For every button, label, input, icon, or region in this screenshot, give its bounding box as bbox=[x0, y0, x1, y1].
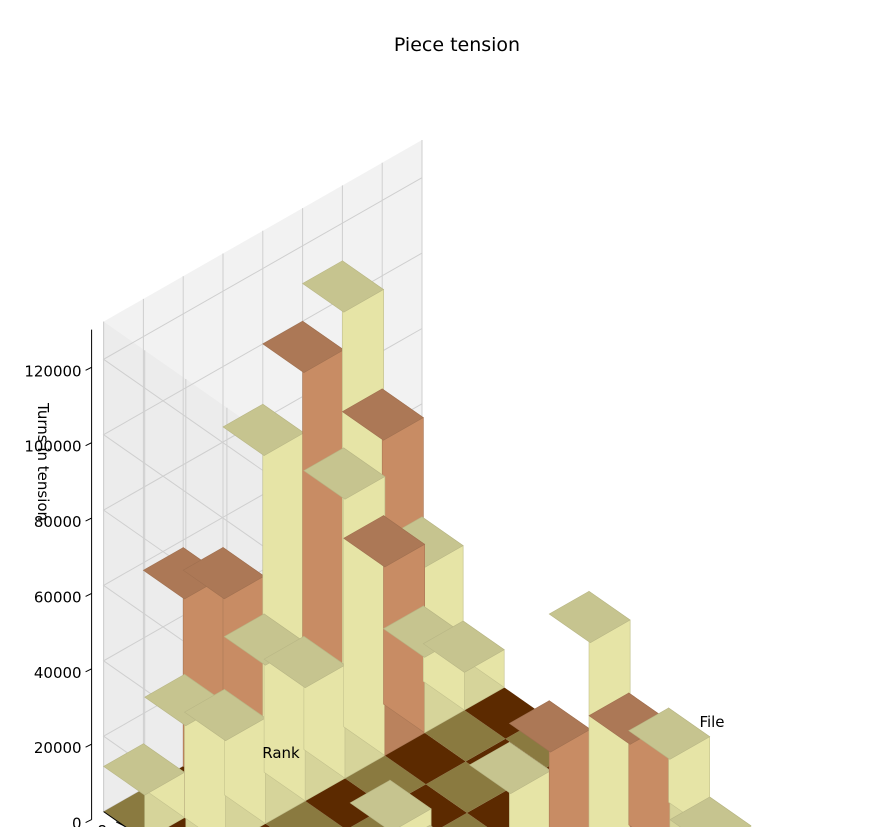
bars-group bbox=[103, 260, 752, 827]
z-axis-label: Turns in tension bbox=[34, 402, 52, 521]
z-tick-6 bbox=[85, 366, 92, 371]
bar-top-face bbox=[222, 403, 305, 456]
z-tick-3 bbox=[85, 592, 92, 597]
z-tick-0 bbox=[85, 819, 92, 824]
bar-top-face bbox=[183, 689, 266, 742]
bar-top-face bbox=[263, 636, 346, 689]
bar-E8 bbox=[262, 320, 345, 751]
bar-A8 bbox=[103, 743, 186, 827]
bar-H1 bbox=[669, 796, 752, 827]
z-tick-label-2: 40000 bbox=[34, 664, 82, 682]
rank-tick-label-8: 8 bbox=[97, 822, 107, 827]
axes-group: ABCDEFGH12345678020000400006000080000100… bbox=[24, 329, 127, 827]
z-tick-label-1: 20000 bbox=[34, 739, 82, 757]
board-square-D6 bbox=[305, 778, 387, 827]
z-tick-label-4: 80000 bbox=[34, 513, 82, 531]
bar-H2 bbox=[628, 707, 711, 827]
board-square-G6 bbox=[424, 710, 506, 762]
z-tick-2 bbox=[85, 668, 92, 673]
chart-title: Piece tension bbox=[394, 34, 520, 56]
bar-top-face bbox=[628, 707, 711, 760]
bar-top-face bbox=[303, 447, 386, 500]
bar-top-face bbox=[343, 515, 426, 568]
bar-D7 bbox=[263, 635, 346, 802]
bar-H7 bbox=[422, 620, 505, 711]
bar-A2 bbox=[349, 779, 432, 827]
bar-top-face bbox=[182, 547, 265, 600]
bar-top-face bbox=[548, 590, 631, 644]
z-tick-label-0: 0 bbox=[72, 815, 82, 827]
board-square-F5 bbox=[425, 761, 507, 813]
z-tick-4 bbox=[85, 517, 92, 522]
bar-E2 bbox=[508, 700, 591, 827]
bar-top-face bbox=[302, 260, 385, 313]
z-tick-label-6: 120000 bbox=[24, 362, 81, 380]
bar-top-face bbox=[508, 700, 591, 753]
bar-top-face bbox=[103, 743, 186, 796]
board-square-B6 bbox=[259, 823, 271, 827]
bar-top-face bbox=[469, 741, 552, 794]
bar-top-face bbox=[349, 779, 432, 827]
y-axis-label: Rank bbox=[262, 744, 300, 762]
bar-top-face bbox=[341, 388, 424, 441]
z-tick-label-5: 100000 bbox=[24, 438, 81, 456]
z-tick-5 bbox=[85, 442, 92, 447]
bar-top-face bbox=[669, 796, 752, 827]
x-axis-label: File bbox=[699, 713, 724, 731]
bar-B7 bbox=[183, 688, 266, 827]
bar-top-face bbox=[262, 320, 345, 373]
rank-tick-8 bbox=[115, 821, 125, 827]
bar-top-face bbox=[422, 620, 505, 673]
z-tick-label-3: 60000 bbox=[34, 588, 82, 606]
bar-D2 bbox=[469, 741, 552, 827]
board-square-F6 bbox=[384, 732, 466, 785]
board-square-C6 bbox=[265, 800, 343, 827]
board-square-E4 bbox=[442, 812, 488, 827]
z-tick-1 bbox=[85, 743, 92, 748]
